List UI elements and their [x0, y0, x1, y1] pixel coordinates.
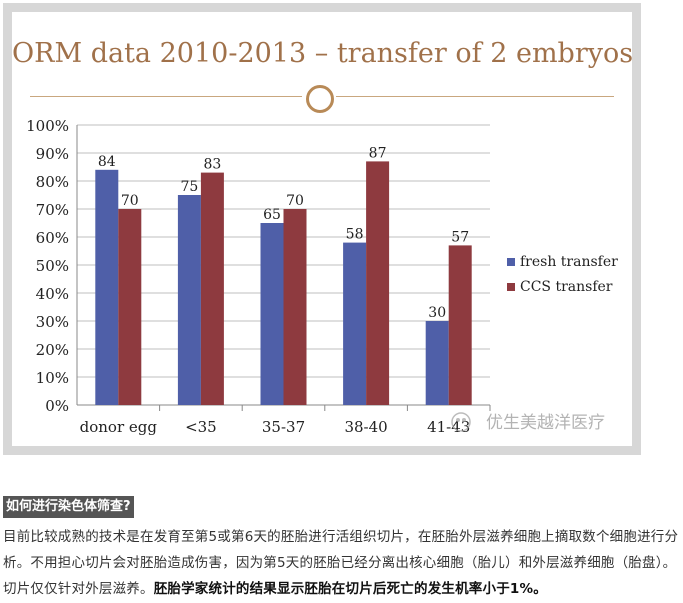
- bar: [118, 209, 142, 405]
- bar: [260, 223, 284, 405]
- ring-ornament-icon: [306, 85, 334, 113]
- y-tick-label: 40%: [36, 285, 69, 303]
- bar-chart: 0% 10% 20% 30% 40% 50% 60% 70% 80% 90% 100% 84 70 75…: [26, 117, 618, 436]
- legend-label: CCS transfer: [520, 279, 613, 295]
- y-tick-label: 70%: [36, 201, 69, 219]
- x-tick-label: <35: [185, 418, 217, 436]
- bar: [283, 209, 307, 405]
- y-axis-ticks: 0% 10% 20% 30% 40% 50% 60% 70% 80% 90% 100%: [26, 117, 69, 415]
- x-axis-ticks: donor egg <35 35-37 38-40 41-43: [80, 418, 471, 436]
- y-tick-label: 100%: [26, 117, 69, 135]
- bar: [425, 321, 449, 405]
- bar: [95, 169, 119, 405]
- article-section: 如何进行染色体筛查? 目前比较成熟的技术是在发育至第5或第6天的胚胎进行活组织切…: [3, 496, 681, 602]
- y-tick-label: 30%: [36, 313, 69, 331]
- chart-panel: ORM data 2010-2013 – transfer of 2 embry…: [12, 12, 634, 446]
- bars: [95, 161, 472, 405]
- data-label: 70: [121, 193, 139, 209]
- legend-swatch: [507, 283, 515, 291]
- data-label: 30: [428, 305, 446, 321]
- title-divider-left: [30, 96, 302, 97]
- bar: [177, 195, 201, 405]
- x-tick-label: donor egg: [80, 418, 158, 436]
- bar: [200, 172, 224, 405]
- title-divider-right: [336, 96, 614, 97]
- y-tick-label: 50%: [36, 257, 69, 275]
- paragraph-bold-text: 胚胎学家统计的结果显示胚胎在切片后死亡的发生机率小于1%。: [153, 581, 547, 597]
- x-tick-label: 38-40: [344, 418, 387, 436]
- bar: [343, 242, 367, 405]
- legend: fresh transfer CCS transfer: [507, 254, 618, 295]
- bar: [448, 245, 472, 405]
- x-tick-label: 35-37: [262, 418, 305, 436]
- data-label: 70: [286, 193, 304, 209]
- legend-label: fresh transfer: [520, 254, 618, 270]
- data-label: 57: [451, 229, 469, 245]
- data-label: 87: [369, 145, 387, 161]
- y-tick-label: 20%: [36, 341, 69, 359]
- paragraph-text: 目前比较成熟的技术是在发育至第5或第6天的胚胎进行活组织切片，在胚胎外层滋养细胞…: [3, 529, 679, 597]
- chart-slide: ORM data 2010-2013 – transfer of 2 embry…: [3, 3, 641, 455]
- y-tick-label: 0%: [45, 397, 69, 415]
- y-tick-label: 60%: [36, 229, 69, 247]
- bar: [366, 161, 390, 405]
- data-label: 58: [346, 227, 364, 243]
- watermark: 优生美越洋医疗: [486, 413, 605, 433]
- section-heading: 如何进行染色体筛查?: [3, 496, 134, 518]
- chart-title: ORM data 2010-2013 – transfer of 2 embry…: [12, 38, 634, 69]
- data-labels: 84 70 75 83 65 70 58 87 30 57: [98, 145, 469, 321]
- watermark-logo-icon: [451, 412, 471, 432]
- data-label: 75: [180, 179, 198, 195]
- y-tick-label: 10%: [36, 369, 69, 387]
- y-tick-label: 90%: [36, 145, 69, 163]
- y-tick-label: 80%: [36, 173, 69, 191]
- article-paragraph: 目前比较成熟的技术是在发育至第5或第6天的胚胎进行活组织切片，在胚胎外层滋养细胞…: [3, 524, 681, 602]
- legend-swatch: [507, 258, 515, 266]
- data-label: 84: [98, 154, 116, 170]
- data-label: 65: [263, 207, 281, 223]
- data-label: 83: [203, 157, 221, 173]
